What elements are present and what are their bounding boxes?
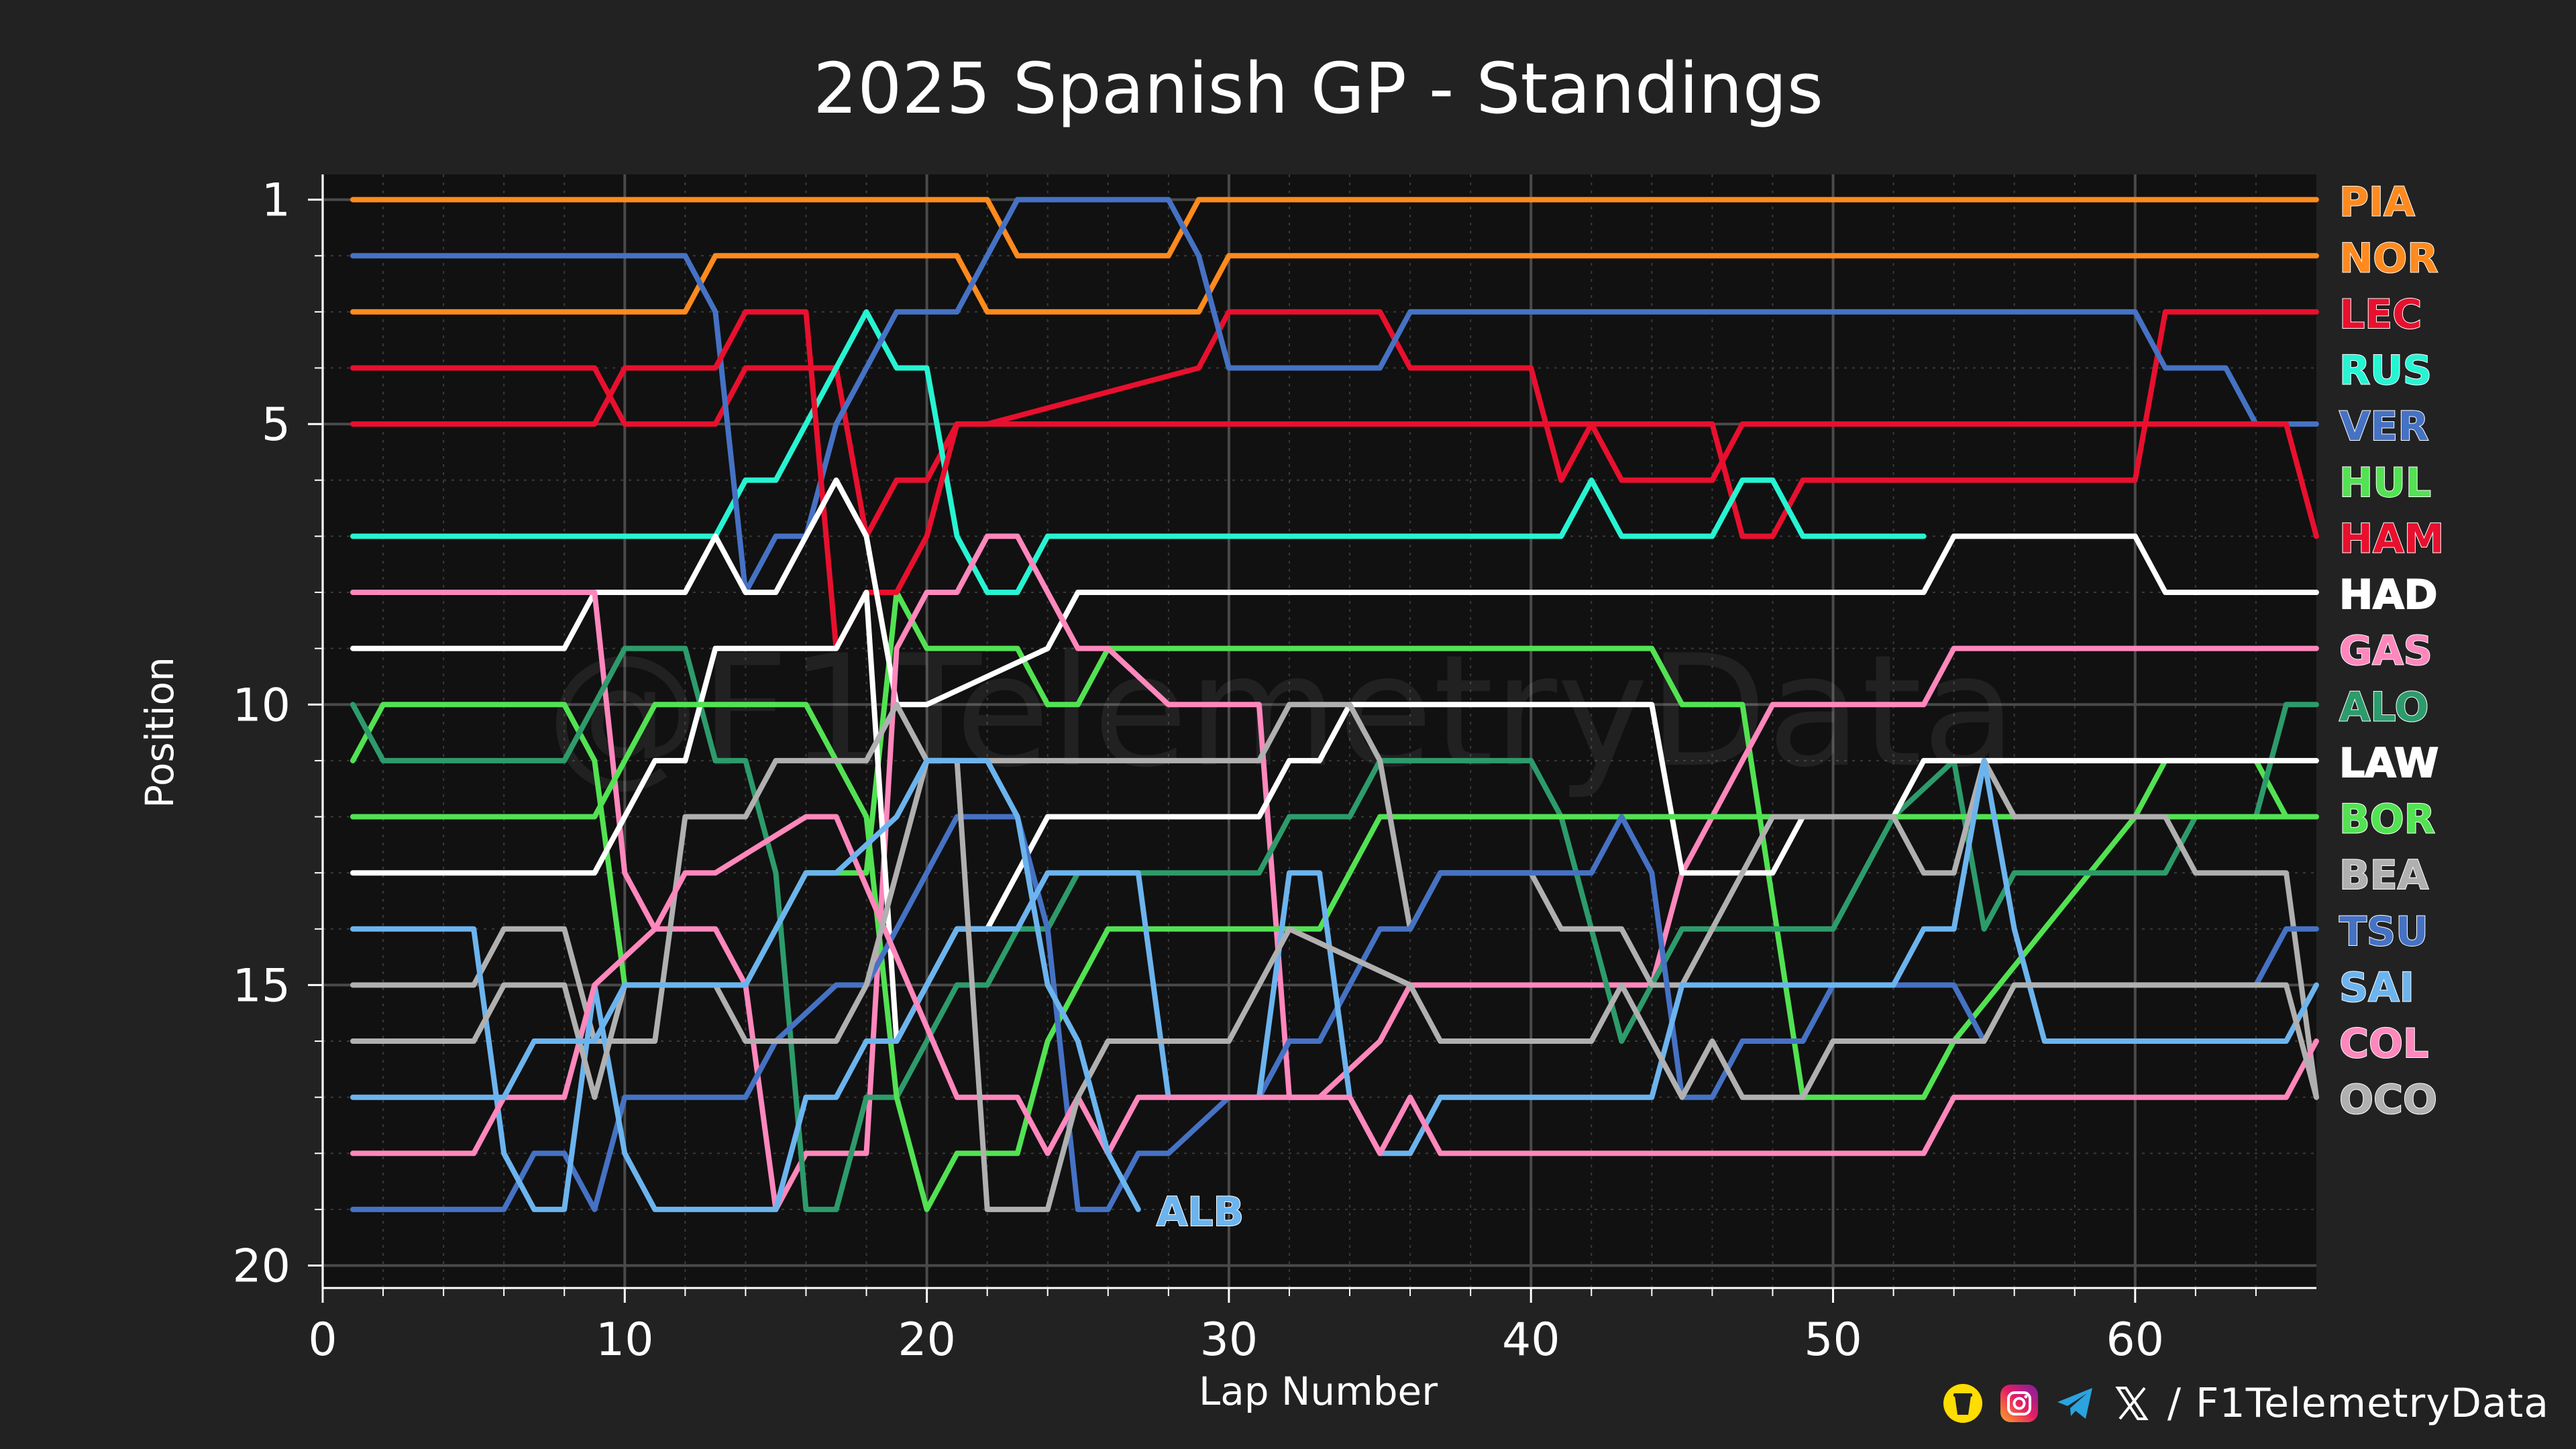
driver-label-hul: HUL <box>2339 460 2431 506</box>
instagram-icon[interactable] <box>1998 1383 2040 1424</box>
series-line-ham <box>350 309 2319 651</box>
x-tick-label: 20 <box>898 1313 956 1366</box>
driver-label-ham: HAM <box>2339 515 2444 562</box>
driver-label-bea: BEA <box>2339 852 2429 899</box>
y-tick-label: 20 <box>232 1240 290 1293</box>
footer-handle[interactable]: F1TelemetryData <box>2196 1380 2549 1427</box>
driver-label-pia: PIA <box>2339 179 2415 226</box>
driver-label-bor: BOR <box>2339 796 2435 843</box>
chart-title: 2025 Spanish GP - Standings <box>813 48 1823 129</box>
driver-label-gas: GAS <box>2339 628 2432 675</box>
series-line-rus <box>350 309 1927 595</box>
y-tick-label: 10 <box>232 679 290 732</box>
driver-label-lec: LEC <box>2339 291 2422 338</box>
y-tick-label: 15 <box>232 959 290 1012</box>
y-axis-label: Position <box>137 657 182 808</box>
x-tick-label: 50 <box>1804 1313 1862 1366</box>
plot-area <box>323 174 2316 1288</box>
x-tick-label: 30 <box>1200 1313 1258 1366</box>
x-axis-label: Lap Number <box>1199 1368 1438 1414</box>
driver-label-sai: SAI <box>2339 964 2414 1011</box>
driver-label-tsu: TSU <box>2339 908 2428 955</box>
x-tick-label: 10 <box>596 1313 654 1366</box>
driver-label-alb: ALB <box>1157 1189 1244 1236</box>
driver-label-col: COL <box>2339 1020 2428 1067</box>
series-line-sai <box>350 757 2319 1212</box>
series-line-had <box>350 477 2319 708</box>
x-tick-label: 0 <box>308 1313 337 1366</box>
x-tick-label: 60 <box>2106 1313 2165 1366</box>
driver-label-oco: OCO <box>2339 1077 2437 1124</box>
series-line-bor <box>350 702 2319 1212</box>
driver-label-alo: ALO <box>2339 684 2429 731</box>
series-line-col <box>350 814 2319 1157</box>
y-tick-label: 5 <box>262 398 290 451</box>
driver-label-had: HAD <box>2339 572 2437 619</box>
footer-social: / F1TelemetryData <box>1942 1377 2549 1430</box>
x-icon[interactable] <box>2111 1383 2153 1424</box>
footer-separator: / <box>2167 1380 2182 1427</box>
driver-label-nor: NOR <box>2339 235 2438 282</box>
telegram-icon[interactable] <box>2055 1383 2096 1424</box>
driver-label-law: LAW <box>2339 740 2438 787</box>
series-line-lec <box>350 309 2319 539</box>
x-tick-label: 40 <box>1502 1313 1560 1366</box>
series-line-ver <box>350 197 2319 595</box>
series-line-law <box>350 590 2319 1044</box>
driver-label-ver: VER <box>2339 403 2429 450</box>
series-line-pia <box>350 197 2319 259</box>
series-line-alb <box>350 757 1141 1212</box>
series-lines <box>350 197 2319 1212</box>
driver-labels: PIA NOR LEC RUS VER HUL HAM HAD GAS ALO LAW BOR BEA T… <box>1156 178 2445 1236</box>
buymeacoffee-icon[interactable] <box>1942 1383 1984 1424</box>
y-tick-label: 1 <box>262 174 290 227</box>
series-line-bea <box>350 702 2319 1100</box>
driver-label-rus: RUS <box>2339 347 2432 394</box>
